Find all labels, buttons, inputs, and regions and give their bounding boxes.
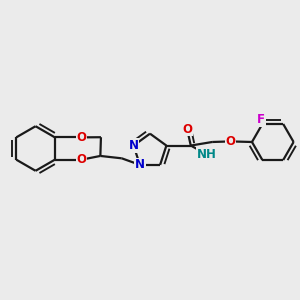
Text: O: O [226, 135, 236, 148]
Text: O: O [76, 131, 87, 144]
Text: NH: NH [197, 148, 217, 161]
Text: O: O [182, 123, 192, 136]
Text: N: N [135, 158, 145, 171]
Text: N: N [129, 139, 139, 152]
Text: O: O [76, 153, 87, 166]
Text: F: F [257, 113, 265, 126]
